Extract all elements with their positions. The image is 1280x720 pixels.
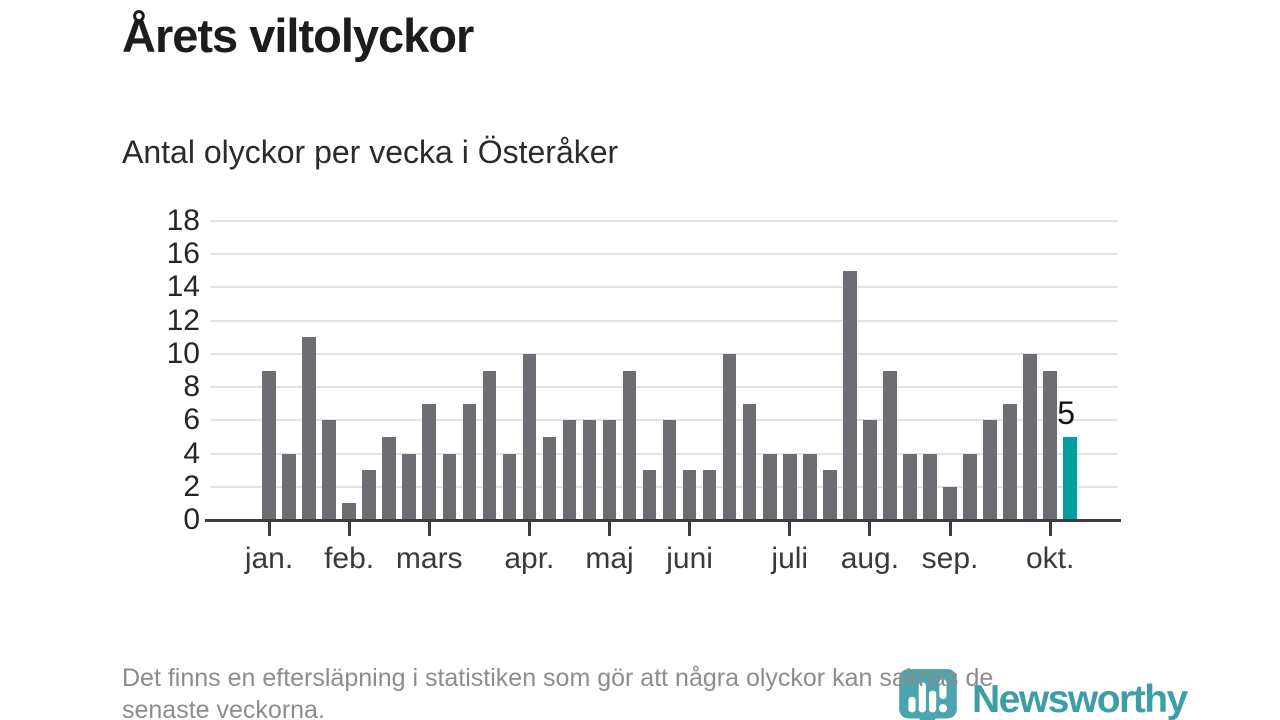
- newsworthy-wordmark: Newsworthy: [972, 678, 1188, 720]
- bar: [1043, 370, 1057, 519]
- bar: [642, 470, 657, 519]
- bar: [742, 403, 757, 519]
- x-axis-tick: [347, 522, 351, 536]
- y-axis-label: 4: [183, 436, 200, 470]
- bar: [963, 453, 977, 519]
- bar: [883, 370, 897, 519]
- footnote-line-1: Det finns en eftersläpning i statistiken…: [122, 664, 994, 692]
- bar: [342, 503, 356, 519]
- bar: [582, 420, 597, 519]
- x-axis-label: jan.: [244, 542, 294, 575]
- bar: [702, 470, 717, 519]
- x-axis-label: juni: [666, 542, 713, 575]
- x-axis-tick: [1048, 522, 1052, 536]
- bar: [502, 453, 517, 519]
- x-axis-line: [205, 519, 1121, 522]
- bar: [1023, 353, 1037, 519]
- y-axis-label: 8: [183, 370, 200, 404]
- x-axis-tick: [608, 522, 611, 536]
- bar: [422, 403, 436, 519]
- x-axis-label: juli: [771, 542, 809, 575]
- bar: [602, 420, 617, 519]
- bar: [322, 420, 336, 519]
- bar: [923, 453, 937, 519]
- gridline: [210, 352, 1118, 355]
- newsworthy-speech-bubble-chart-icon: [899, 669, 957, 720]
- highlight-bar: [1063, 436, 1077, 519]
- bar: [262, 370, 276, 519]
- x-axis-label: sep.: [921, 542, 979, 575]
- bar: [662, 420, 677, 519]
- chart-footnote: Det finns en eftersläpning i statistiken…: [122, 662, 1162, 720]
- page-title: Årets viltolyckor: [122, 9, 474, 62]
- x-axis-label: okt.: [1025, 542, 1075, 575]
- y-axis-label: 16: [166, 237, 200, 271]
- x-axis-tick: [267, 522, 271, 536]
- bar: [983, 420, 997, 519]
- bar: [442, 453, 457, 519]
- bar: [863, 420, 877, 519]
- bar: [903, 453, 917, 519]
- y-axis-label: 6: [183, 403, 200, 437]
- x-axis-tick: [868, 522, 872, 536]
- bar: [843, 270, 857, 519]
- y-axis-label: 12: [166, 303, 200, 337]
- bar: [482, 370, 497, 519]
- x-axis-tick: [788, 522, 792, 536]
- gridline: [210, 386, 1118, 389]
- bar: [803, 453, 817, 519]
- bar: [763, 453, 777, 519]
- x-axis-tick: [948, 522, 952, 536]
- bar: [542, 436, 557, 519]
- bar: [682, 470, 697, 519]
- bar: [362, 470, 376, 519]
- bar: [302, 337, 316, 519]
- gridline: [210, 286, 1118, 289]
- y-axis-label: 10: [166, 336, 200, 370]
- bar: [562, 420, 577, 519]
- gridline: [210, 220, 1118, 222]
- footnote-line-2: senaste veckorna.: [122, 696, 325, 720]
- bar: [943, 486, 957, 519]
- x-axis-label: feb.: [324, 542, 375, 575]
- bar: [282, 453, 296, 519]
- bar-value-label: 5: [1057, 394, 1076, 431]
- x-axis-label: aug.: [840, 542, 900, 575]
- x-axis-label: apr.: [504, 542, 555, 575]
- bar: [783, 453, 797, 519]
- bar: [402, 453, 416, 519]
- x-axis-tick: [427, 522, 431, 536]
- y-axis-label: 14: [166, 270, 200, 304]
- y-axis-label: 0: [183, 503, 200, 536]
- bar: [1003, 403, 1017, 519]
- x-axis-tick: [688, 522, 692, 536]
- bar: [622, 370, 637, 519]
- gridline: [210, 319, 1118, 322]
- bar: [382, 436, 396, 519]
- chart-subtitle: Antal olyckor per vecka i Österåker: [122, 134, 619, 170]
- bar: [462, 403, 477, 519]
- x-axis-label: mars: [395, 542, 463, 575]
- x-axis-label: maj: [585, 542, 634, 575]
- bar: [722, 353, 737, 519]
- y-axis-label: 18: [166, 204, 200, 237]
- y-axis-label: 2: [183, 469, 200, 503]
- x-axis-tick: [527, 522, 531, 536]
- bar: [522, 353, 537, 519]
- gridline: [210, 253, 1118, 256]
- bar: [823, 470, 837, 519]
- newsworthy-logo: Newsworthy: [896, 666, 1188, 720]
